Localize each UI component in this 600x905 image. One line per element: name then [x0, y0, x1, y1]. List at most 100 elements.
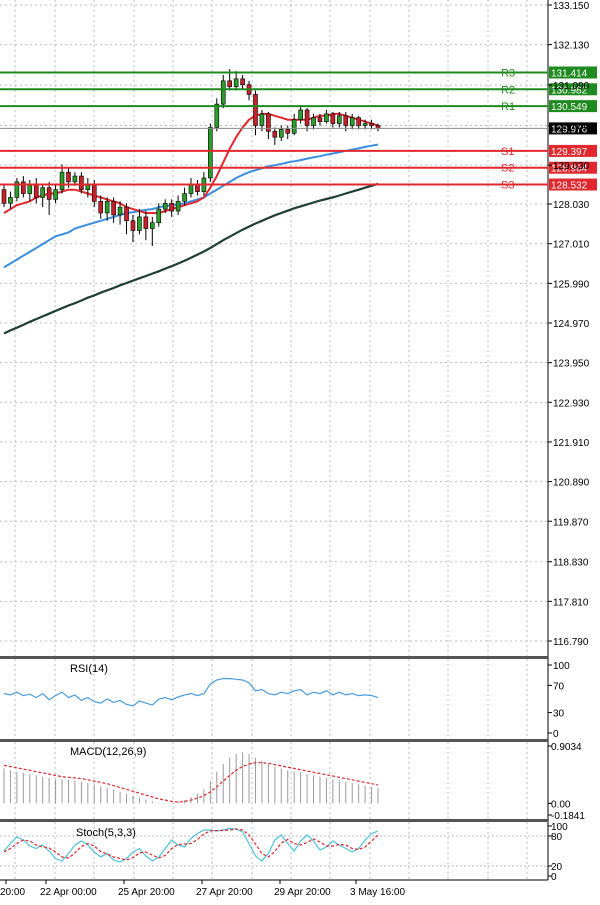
- candle: [79, 172, 84, 194]
- time-tick-label: 29 Apr 20:00: [274, 887, 331, 898]
- candle-body: [53, 189, 58, 200]
- price-axis: 133.150 132.130 131.090 130.050 129.030 128.0…: [548, 1, 590, 648]
- candle: [369, 119, 374, 130]
- candle-body: [349, 117, 355, 126]
- candle-body: [79, 175, 84, 190]
- candle: [169, 199, 174, 217]
- macd-label: MACD(12,26,9): [70, 746, 146, 758]
- candle-body: [259, 113, 265, 126]
- candle: [253, 90, 258, 136]
- stoch-k-line: [3, 827, 379, 863]
- candle-body: [311, 117, 316, 126]
- candle: [98, 195, 104, 219]
- candle-body: [240, 78, 245, 85]
- candle: [291, 113, 297, 136]
- candle: [330, 111, 336, 128]
- candle-body: [33, 183, 39, 198]
- candle-body: [182, 193, 187, 202]
- price-tick-label: 116.790: [553, 637, 589, 648]
- level-value-box-r1: [549, 100, 597, 113]
- candle: [150, 216, 155, 247]
- support-resistance-levels: R3 131.414 R2 130.982 R1 130.549 S1 129.397 S2 12…: [0, 66, 597, 192]
- candle-body: [150, 222, 155, 229]
- time-tick-label: 20:00: [0, 887, 25, 898]
- macd-tick-label: -0.1841: [551, 811, 585, 822]
- candle: [104, 197, 110, 221]
- price-tick-label: 119.870: [553, 517, 589, 528]
- price-tick-label: 124.970: [553, 319, 590, 330]
- ma-slow-line: [3, 182, 379, 335]
- candle-body: [137, 216, 142, 231]
- rsi-tick-label: 0: [553, 729, 559, 740]
- price-tick-label: 122.930: [553, 398, 590, 409]
- candle-body: [291, 119, 297, 134]
- rsi-tick-label: 100: [553, 661, 570, 672]
- candle: [324, 109, 329, 124]
- current-price-box: [549, 122, 597, 135]
- candle: [266, 111, 271, 140]
- current-price-label: 129.976: [551, 124, 588, 135]
- candle-body: [298, 109, 303, 120]
- candle: [362, 119, 368, 130]
- candle: [130, 214, 136, 243]
- candle-body: [227, 80, 232, 87]
- candle-body: [91, 183, 97, 202]
- candle: [356, 115, 361, 130]
- level-value-r2: 130.982: [551, 85, 588, 96]
- candle-body: [343, 115, 349, 126]
- candle-body: [104, 201, 110, 214]
- candle: [117, 201, 123, 225]
- price-tick-label: 130.050: [553, 122, 590, 133]
- candle-body: [304, 109, 310, 126]
- candle-body: [156, 208, 162, 224]
- time-tick-label: 22 Apr 00:00: [40, 887, 97, 898]
- candle: [14, 177, 20, 202]
- price-tick-label: 120.890: [553, 478, 590, 489]
- rsi-panel: RSI(14) 100 70 30 0: [3, 661, 570, 740]
- macd-tick-label: 0.9034: [551, 742, 582, 753]
- level-value-box-s3: [549, 178, 597, 191]
- candle: [349, 113, 355, 130]
- level-value-box-r3: [549, 66, 597, 79]
- price-tick-label: 127.010: [553, 240, 590, 251]
- time-tick-label: 25 Apr 20:00: [118, 887, 175, 898]
- level-value-s2: 128.964: [551, 164, 588, 175]
- level-label-r3: R3: [501, 67, 515, 79]
- level-label-s2: S2: [501, 163, 514, 175]
- candle: [143, 211, 149, 241]
- candle-body: [220, 80, 226, 105]
- stoch-label: Stoch(5,3,3): [76, 827, 136, 839]
- candle-body: [66, 171, 71, 183]
- candle-body: [362, 123, 368, 126]
- candle-body: [278, 129, 284, 138]
- candle: [1, 183, 7, 208]
- candle-body: [1, 189, 7, 204]
- time-axis: 20:00 22 Apr 00:00 25 Apr 20:00 27 Apr 20:0…: [0, 880, 405, 898]
- candle-body: [266, 113, 271, 132]
- candle-body: [111, 201, 116, 216]
- candle-body: [40, 187, 45, 198]
- rsi-tick-label: 30: [553, 709, 565, 720]
- candle: [40, 183, 45, 208]
- time-tick-label: 27 Apr 20:00: [196, 887, 253, 898]
- rsi-label: RSI(14): [70, 663, 108, 675]
- rsi-line: [3, 677, 379, 707]
- macd-tick-label: 0.00: [551, 799, 571, 810]
- stoch-tick-label: 80: [551, 832, 563, 843]
- candle: [298, 106, 303, 124]
- level-label-r1: R1: [501, 101, 515, 113]
- level-label-s1: S1: [501, 146, 514, 158]
- stoch-tick-label: 0: [551, 872, 557, 883]
- candle: [233, 71, 239, 91]
- candle-body: [356, 117, 361, 126]
- candle-body: [98, 201, 104, 214]
- candle-body: [117, 206, 123, 216]
- panel-borders: [0, 0, 549, 881]
- candle: [285, 125, 291, 140]
- candle: [156, 203, 162, 227]
- candle: [8, 191, 13, 210]
- candle-body: [8, 197, 13, 204]
- level-value-r3: 131.414: [551, 68, 588, 79]
- price-tick-label: 125.990: [553, 279, 590, 290]
